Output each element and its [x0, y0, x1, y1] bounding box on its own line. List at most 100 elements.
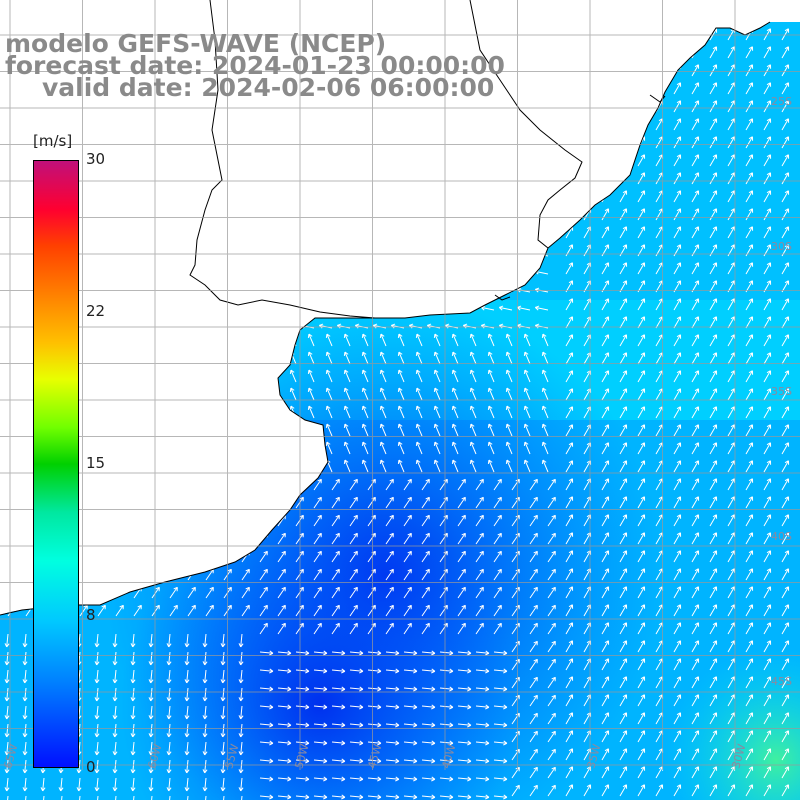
wind-arrow: [130, 669, 136, 684]
wind-arrow: [637, 478, 646, 491]
wind-arrow: [421, 532, 430, 545]
wind-arrow: [112, 705, 118, 720]
wind-arrow: [313, 550, 322, 563]
wind-arrow: [403, 668, 418, 674]
wind-arrow: [534, 305, 549, 311]
wind-arrow: [331, 550, 340, 563]
wind-arrow: [421, 668, 436, 674]
wind-arrow: [781, 406, 790, 419]
wind-arrow: [349, 794, 364, 800]
wind-arrow: [619, 766, 628, 779]
wind-arrow: [745, 532, 754, 545]
wind-arrow: [523, 459, 531, 473]
wind-arrow: [385, 478, 394, 491]
wind-arrow: [691, 316, 700, 329]
wind-arrow: [709, 316, 718, 329]
wind-arrow: [202, 795, 208, 800]
wind-arrow: [763, 496, 772, 509]
wind-arrow: [313, 496, 322, 509]
wind-arrow: [469, 423, 477, 437]
wind-arrow: [781, 100, 790, 113]
wind-arrow: [547, 640, 556, 653]
wind-arrow: [637, 550, 646, 563]
wind-arrow: [343, 387, 351, 401]
wind-arrow: [457, 668, 472, 674]
wind-arrow: [493, 722, 508, 728]
wind-arrow: [259, 740, 274, 746]
wind-arrow: [709, 262, 718, 275]
wind-arrow: [745, 604, 754, 617]
wind-arrow: [745, 370, 754, 383]
colorbar-tick-30: 30: [86, 150, 106, 168]
wind-arrow: [565, 352, 574, 365]
wind-arrow: [673, 442, 682, 455]
wind-arrow: [487, 387, 495, 401]
wind-arrow: [745, 766, 754, 779]
wind-arrow: [601, 298, 610, 311]
wind-arrow: [295, 722, 310, 728]
wind-arrow: [691, 460, 700, 473]
wind-arrow: [637, 766, 646, 779]
wind-arrow: [307, 369, 315, 383]
wind-arrow: [331, 532, 340, 545]
wind-arrow: [781, 388, 790, 401]
wind-arrow: [238, 669, 244, 684]
wind-arrow: [313, 604, 322, 617]
wind-arrow: [475, 758, 490, 764]
wind-arrow: [691, 640, 700, 653]
wind-arrow: [745, 496, 754, 509]
wind-arrow: [439, 758, 454, 764]
wind-arrow: [637, 514, 646, 527]
wind-arrow: [331, 496, 340, 509]
wind-arrow: [475, 794, 490, 800]
wind-arrow: [781, 784, 790, 797]
wind-arrow: [673, 154, 682, 167]
wind-arrow: [523, 405, 531, 419]
wind-arrow: [709, 46, 718, 59]
wind-arrow: [709, 622, 718, 635]
wind-arrow: [781, 496, 790, 509]
wind-arrow: [709, 172, 718, 185]
wind-arrow: [331, 740, 346, 746]
wind-arrow: [148, 741, 154, 756]
wind-arrow: [763, 46, 772, 59]
wind-arrow: [523, 423, 531, 437]
wind-arrow: [781, 172, 790, 185]
wind-arrow: [673, 262, 682, 275]
wind-arrow: [331, 650, 346, 656]
wind-arrow: [184, 723, 190, 738]
wind-arrow: [691, 622, 700, 635]
wind-arrow: [313, 704, 328, 710]
wind-arrow: [763, 532, 772, 545]
wind-arrow: [115, 604, 124, 617]
wind-arrow: [727, 784, 736, 797]
wind-arrow: [763, 406, 772, 419]
wind-arrow: [601, 442, 610, 455]
wind-arrow: [475, 686, 490, 692]
wind-arrow: [781, 298, 790, 311]
wind-arrow: [505, 351, 513, 365]
wind-arrow: [745, 226, 754, 239]
wind-arrow: [781, 748, 790, 761]
wind-arrow: [325, 423, 333, 437]
wind-arrow: [637, 370, 646, 383]
wind-arrow: [148, 705, 154, 720]
wind-arrow: [4, 777, 10, 792]
wind-arrow: [565, 658, 574, 671]
wind-arrow: [220, 633, 226, 648]
wind-arrow: [529, 766, 538, 779]
wind-arrow: [94, 777, 100, 792]
wind-arrow: [313, 514, 322, 527]
wind-arrow: [259, 668, 274, 674]
colorbar-tick-8: 8: [86, 606, 96, 624]
wind-arrow: [673, 460, 682, 473]
wind-arrow: [601, 550, 610, 563]
wind-arrow: [763, 190, 772, 203]
wind-arrow: [505, 441, 513, 455]
wind-arrow: [691, 442, 700, 455]
wind-arrow: [493, 668, 508, 674]
wind-arrow: [97, 604, 106, 617]
wind-arrow: [781, 316, 790, 329]
wind-arrow: [637, 208, 646, 221]
wind-arrow: [421, 514, 430, 527]
